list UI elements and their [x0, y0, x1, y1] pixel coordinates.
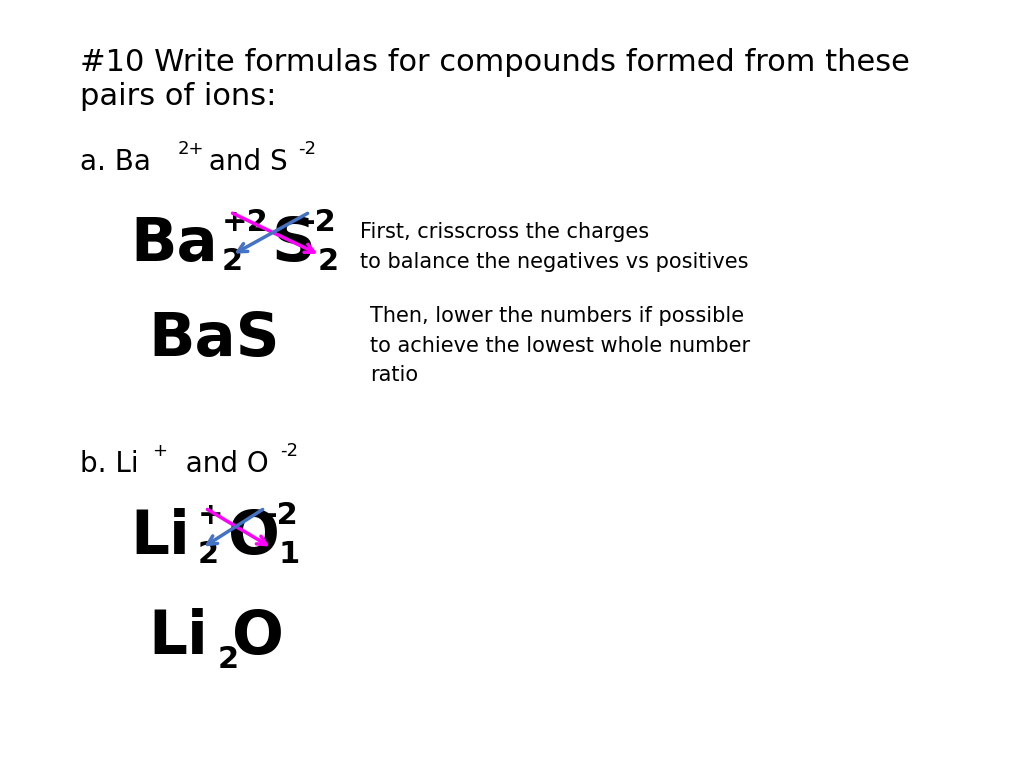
Text: and O: and O	[168, 450, 268, 478]
Text: O: O	[232, 608, 284, 667]
Text: 2: 2	[218, 645, 240, 674]
Text: Ba: Ba	[130, 215, 218, 274]
Text: -2: -2	[302, 208, 336, 237]
Text: b. Li: b. Li	[80, 450, 138, 478]
Text: 2: 2	[222, 247, 243, 276]
Text: -2: -2	[264, 501, 298, 530]
Text: a. Ba: a. Ba	[80, 148, 160, 176]
Text: Li: Li	[130, 508, 189, 567]
Text: #10 Write formulas for compounds formed from these: #10 Write formulas for compounds formed …	[80, 48, 910, 77]
Text: O: O	[228, 508, 280, 567]
Text: 2: 2	[198, 540, 219, 569]
Text: -2: -2	[298, 140, 316, 158]
Text: pairs of ions:: pairs of ions:	[80, 82, 276, 111]
Text: 1: 1	[278, 540, 299, 569]
Text: First, crisscross the charges
to balance the negatives vs positives: First, crisscross the charges to balance…	[360, 222, 749, 272]
Text: +: +	[152, 442, 167, 460]
Text: Then, lower the numbers if possible
to achieve the lowest whole number
ratio: Then, lower the numbers if possible to a…	[370, 306, 751, 386]
Text: +2: +2	[222, 208, 268, 237]
Text: 2+: 2+	[178, 140, 205, 158]
Text: S: S	[272, 215, 316, 274]
Text: Li: Li	[148, 608, 208, 667]
Text: 2: 2	[318, 247, 339, 276]
Text: +: +	[198, 501, 223, 530]
Text: -2: -2	[280, 442, 298, 460]
Text: and S: and S	[200, 148, 288, 176]
Text: BaS: BaS	[148, 310, 280, 369]
